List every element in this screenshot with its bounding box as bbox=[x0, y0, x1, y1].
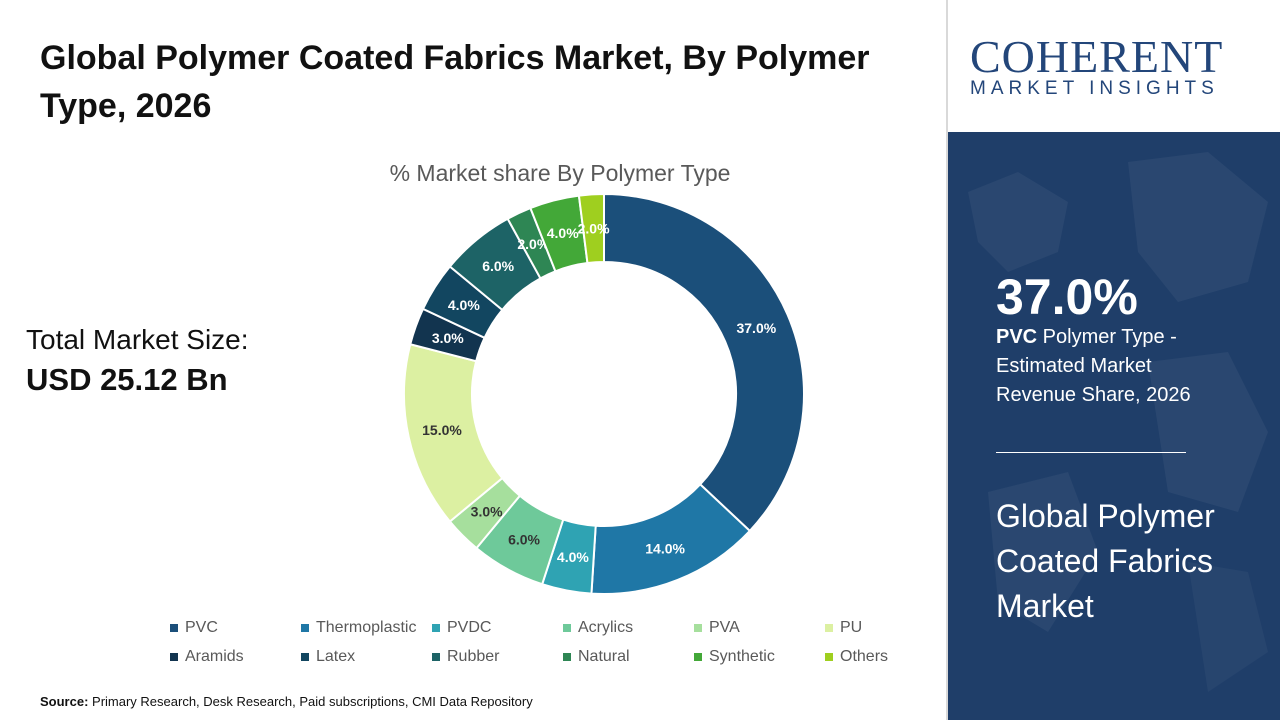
legend-label: PVA bbox=[709, 619, 740, 636]
slice-label-pva: 3.0% bbox=[471, 503, 503, 519]
donut-slice-others bbox=[577, 192, 605, 265]
slice-label-natural: 2.0% bbox=[517, 236, 549, 252]
legend-label: Natural bbox=[578, 648, 630, 665]
legend-item-thermoplastic: Thermoplastic bbox=[301, 618, 416, 638]
legend-item-natural: Natural bbox=[563, 647, 630, 667]
slice-label-acrylics: 6.0% bbox=[508, 531, 540, 547]
slice-label-pvc: 37.0% bbox=[736, 320, 776, 336]
legend-item-latex: Latex bbox=[301, 647, 355, 667]
chart-title: % Market share By Polymer Type bbox=[389, 160, 731, 186]
world-map-decoration bbox=[968, 152, 1268, 692]
logo-subtitle: MARKET INSIGHTS bbox=[970, 78, 1219, 99]
source-note: Source: Primary Research, Desk Research,… bbox=[40, 694, 533, 709]
highlight-panel: COHERENT MARKET INSIGHTS 37.0% PVC Polym… bbox=[948, 0, 1280, 720]
legend-swatch bbox=[825, 624, 833, 632]
legend-swatch bbox=[694, 653, 702, 661]
legend-swatch bbox=[170, 653, 178, 661]
legend-swatch bbox=[170, 624, 178, 632]
legend-label: Aramids bbox=[185, 648, 244, 665]
legend-item-rubber: Rubber bbox=[432, 647, 499, 667]
legend-label: PU bbox=[840, 619, 863, 636]
slice-label-synthetic: 4.0% bbox=[547, 225, 579, 241]
legend-item-pvdc: PVDC bbox=[432, 618, 491, 638]
legend-swatch bbox=[432, 653, 440, 661]
legend-label: Synthetic bbox=[709, 648, 775, 665]
source-text: Primary Research, Desk Research, Paid su… bbox=[88, 694, 533, 709]
slice-label-pu: 15.0% bbox=[422, 422, 462, 438]
legend-label: Rubber bbox=[447, 648, 500, 665]
legend-label: Latex bbox=[316, 648, 356, 665]
source-label: Source: bbox=[40, 694, 89, 709]
legend-swatch bbox=[301, 653, 309, 661]
slice-label-rubber: 6.0% bbox=[482, 258, 514, 274]
highlight-description: PVC Polymer Type - Estimated Market Reve… bbox=[996, 323, 1236, 410]
slice-label-thermoplastic: 14.0% bbox=[645, 540, 685, 556]
divider bbox=[996, 452, 1186, 453]
legend-swatch bbox=[432, 624, 440, 632]
highlight-description-text: Polymer Type - Estimated Market Revenue … bbox=[996, 326, 1191, 406]
legend-label: Others bbox=[840, 648, 889, 665]
legend-swatch bbox=[563, 624, 571, 632]
donut-chart: 37.0%14.0%4.0%6.0%3.0%15.0%3.0%4.0%6.0%2… bbox=[403, 192, 805, 595]
donut-slice-pvc bbox=[603, 192, 805, 533]
legend-item-synthetic: Synthetic bbox=[694, 647, 775, 667]
legend-item-aramids: Aramids bbox=[170, 647, 244, 667]
legend-swatch bbox=[301, 624, 309, 632]
legend-label: PVC bbox=[185, 619, 218, 636]
legend-swatch bbox=[563, 653, 571, 661]
slice-label-others: 2.0% bbox=[578, 220, 610, 236]
slice-label-aramids: 3.0% bbox=[432, 330, 464, 346]
highlight-segment: PVC bbox=[996, 326, 1038, 348]
legend-item-acrylics: Acrylics bbox=[563, 618, 633, 638]
legend-swatch bbox=[694, 624, 702, 632]
page-title: Global Polymer Coated Fabrics Market, By… bbox=[40, 39, 870, 125]
legend-swatch bbox=[825, 653, 833, 661]
legend-item-others: Others bbox=[825, 647, 888, 667]
chart-panel: Global Polymer Coated Fabrics Market, By… bbox=[26, 0, 948, 720]
legend-item-pva: PVA bbox=[694, 618, 740, 638]
legend-label: Thermoplastic bbox=[316, 619, 417, 636]
highlight-value: 37.0% bbox=[996, 269, 1138, 325]
logo-wordmark: COHERENT bbox=[970, 31, 1224, 82]
legend-item-pu: PU bbox=[825, 618, 862, 638]
market-name: Global Polymer Coated Fabrics Market bbox=[996, 498, 1215, 624]
slice-label-pvdc: 4.0% bbox=[557, 549, 589, 565]
total-market-label: Total Market Size: bbox=[26, 324, 249, 355]
legend-item-pvc: PVC bbox=[170, 618, 218, 638]
legend-label: Acrylics bbox=[578, 619, 634, 636]
slice-label-latex: 4.0% bbox=[448, 297, 480, 313]
total-market-value: USD 25.12 Bn bbox=[26, 362, 228, 397]
logo: COHERENT MARKET INSIGHTS bbox=[948, 0, 1280, 132]
legend-label: PVDC bbox=[447, 619, 492, 636]
